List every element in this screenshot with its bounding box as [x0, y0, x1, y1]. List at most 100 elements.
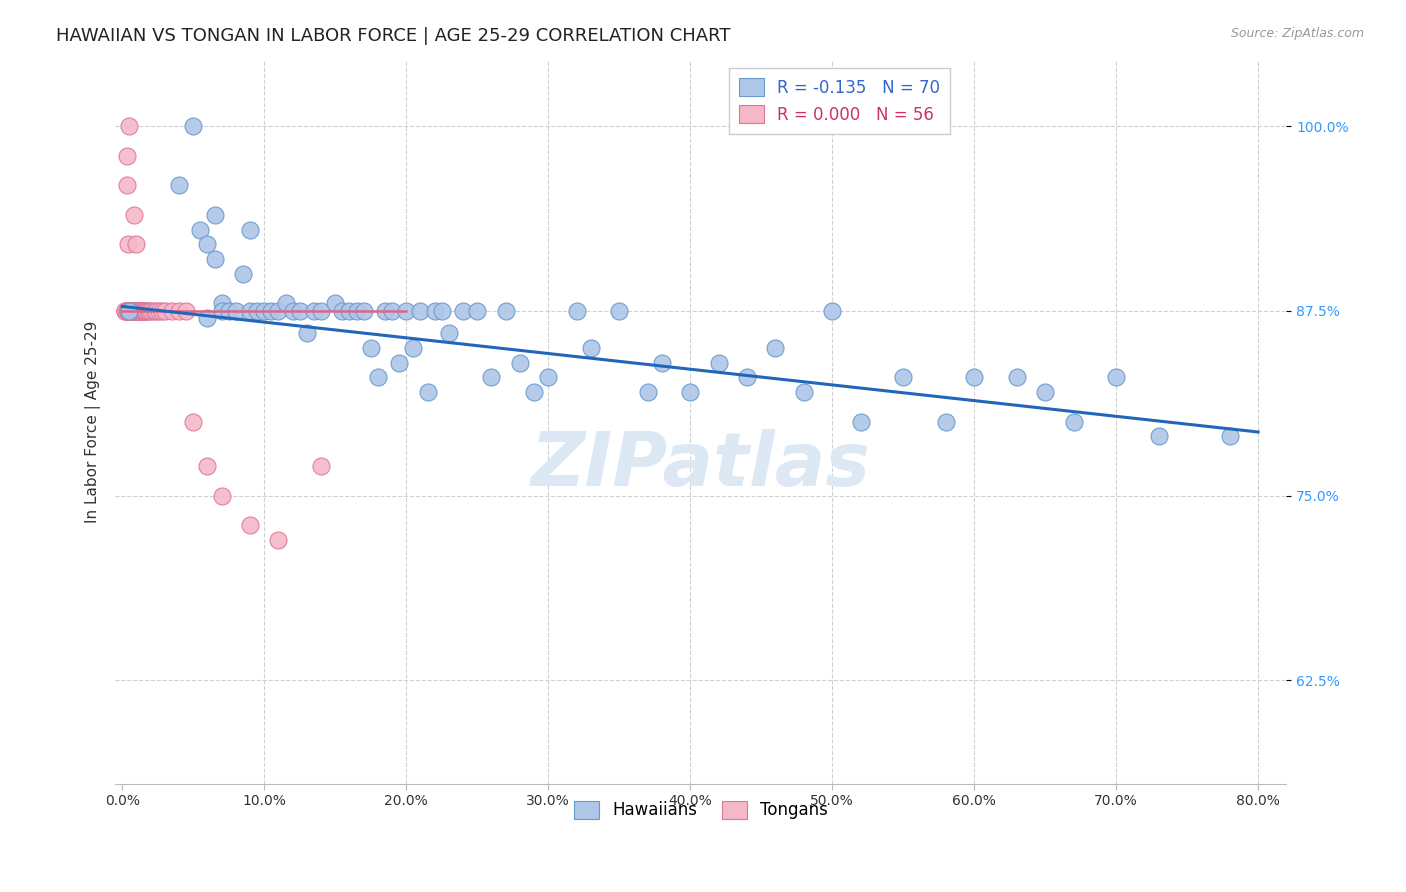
Point	[295, 326, 318, 340]
Text: HAWAIIAN VS TONGAN IN LABOR FORCE | AGE 25-29 CORRELATION CHART: HAWAIIAN VS TONGAN IN LABOR FORCE | AGE …	[56, 27, 731, 45]
Point	[309, 458, 332, 473]
Point	[120, 303, 142, 318]
Point	[128, 303, 150, 318]
Point	[367, 370, 389, 384]
Point	[1105, 370, 1128, 384]
Point	[153, 303, 176, 318]
Point	[132, 303, 155, 318]
Point	[118, 119, 141, 133]
Point	[309, 303, 332, 318]
Point	[763, 341, 786, 355]
Point	[118, 303, 141, 318]
Point	[167, 303, 190, 318]
Point	[963, 370, 986, 384]
Point	[204, 252, 226, 266]
Point	[125, 303, 148, 318]
Point	[150, 303, 173, 318]
Point	[707, 355, 730, 369]
Point	[136, 303, 159, 318]
Point	[190, 222, 212, 236]
Point	[204, 208, 226, 222]
Point	[181, 415, 204, 429]
Point	[481, 370, 503, 384]
Point	[891, 370, 914, 384]
Point	[579, 341, 602, 355]
Point	[142, 303, 165, 318]
Point	[1063, 415, 1085, 429]
Point	[121, 303, 143, 318]
Point	[267, 303, 290, 318]
Point	[117, 303, 139, 318]
Point	[239, 303, 262, 318]
Point	[114, 303, 136, 318]
Point	[395, 303, 418, 318]
Point	[118, 303, 141, 318]
Point	[120, 303, 142, 318]
Point	[117, 237, 139, 252]
Point	[117, 303, 139, 318]
Point	[121, 303, 143, 318]
Point	[115, 178, 138, 193]
Point	[121, 303, 143, 318]
Point	[131, 303, 153, 318]
Point	[174, 303, 197, 318]
Point	[239, 518, 262, 533]
Point	[211, 303, 233, 318]
Point	[124, 303, 146, 318]
Point	[225, 303, 247, 318]
Point	[167, 178, 190, 193]
Point	[122, 208, 145, 222]
Point	[281, 303, 304, 318]
Point	[267, 533, 290, 547]
Point	[114, 303, 136, 318]
Point	[1033, 385, 1056, 400]
Text: ZIPatlas: ZIPatlas	[531, 429, 870, 501]
Point	[330, 303, 353, 318]
Legend: Hawaiians, Tongans: Hawaiians, Tongans	[567, 794, 835, 826]
Point	[128, 303, 150, 318]
Point	[793, 385, 815, 400]
Point	[437, 326, 460, 340]
Point	[218, 303, 240, 318]
Point	[160, 303, 183, 318]
Point	[402, 341, 425, 355]
Point	[339, 303, 361, 318]
Text: Source: ZipAtlas.com: Source: ZipAtlas.com	[1230, 27, 1364, 40]
Point	[935, 415, 957, 429]
Point	[118, 303, 141, 318]
Point	[274, 296, 297, 310]
Point	[197, 237, 219, 252]
Point	[122, 303, 145, 318]
Point	[129, 303, 152, 318]
Point	[118, 303, 141, 318]
Point	[637, 385, 659, 400]
Point	[211, 489, 233, 503]
Point	[132, 303, 155, 318]
Point	[125, 237, 148, 252]
Point	[679, 385, 702, 400]
Point	[409, 303, 432, 318]
Point	[423, 303, 446, 318]
Point	[651, 355, 673, 369]
Point	[430, 303, 453, 318]
Point	[302, 303, 325, 318]
Point	[115, 303, 138, 318]
Point	[246, 303, 269, 318]
Point	[115, 149, 138, 163]
Point	[381, 303, 404, 318]
Point	[495, 303, 517, 318]
Point	[197, 458, 219, 473]
Point	[353, 303, 375, 318]
Point	[117, 303, 139, 318]
Point	[148, 303, 170, 318]
Point	[135, 303, 157, 318]
Point	[118, 303, 141, 318]
Point	[120, 303, 142, 318]
Point	[127, 303, 149, 318]
Point	[1147, 429, 1170, 443]
Point	[129, 303, 152, 318]
Point	[607, 303, 630, 318]
Point	[565, 303, 588, 318]
Point	[138, 303, 160, 318]
Point	[346, 303, 368, 318]
